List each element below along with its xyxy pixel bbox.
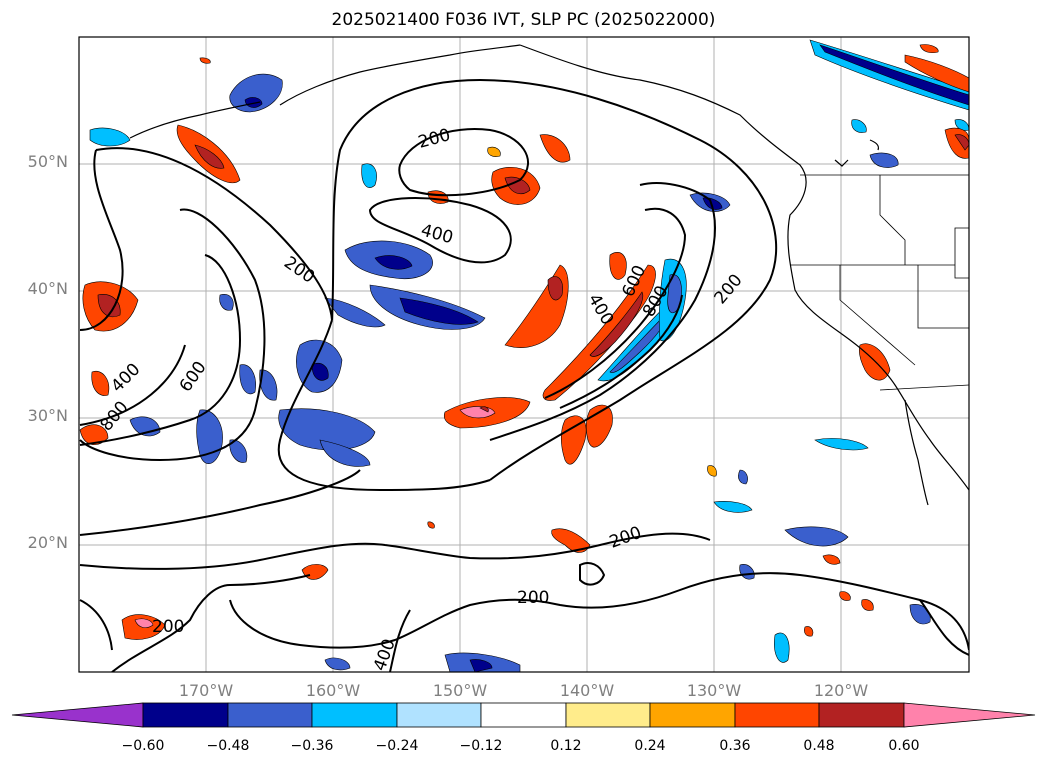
colorbar-tick-label: −0.60 — [121, 738, 165, 754]
map-title: 2025021400 F036 IVT, SLP PC (2025022000) — [331, 10, 716, 30]
lat-label: 50°N — [27, 152, 68, 171]
colorbar-tick-label: 0.48 — [803, 738, 835, 754]
colorbar-segment — [565, 702, 651, 728]
colorbar-tick-label: −0.24 — [375, 738, 419, 754]
colorbar-segment — [142, 702, 229, 728]
contour-label: 200 — [517, 588, 549, 608]
map-border — [78, 36, 970, 673]
boundaries — [790, 174, 969, 391]
colorbar-extend-high — [903, 702, 1036, 728]
coastlines — [129, 44, 969, 506]
ivt-negative-patches — [89, 39, 969, 672]
colorbar-segment — [649, 702, 736, 728]
slp-contours — [79, 78, 969, 672]
colorbar-segment — [396, 702, 482, 728]
colorbar-tick-label: 0.60 — [888, 738, 920, 754]
lon-label: 150°W — [432, 681, 488, 700]
colorbar — [11, 702, 1036, 728]
colorbar-tick-label: 0.12 — [550, 738, 582, 754]
ivt-positive-patches — [79, 44, 969, 640]
colorbar-segment — [480, 702, 567, 728]
lon-label: 130°W — [686, 681, 742, 700]
colorbar-segment — [311, 702, 398, 728]
colorbar-tick-label: −0.36 — [290, 738, 334, 754]
lon-label: 120°W — [813, 681, 869, 700]
lon-label: 140°W — [559, 681, 615, 700]
lat-label: 40°N — [27, 279, 68, 298]
contour-label: 200 — [152, 617, 184, 637]
map-area — [79, 37, 969, 672]
colorbar-tick-label: −0.48 — [206, 738, 250, 754]
lat-label: 20°N — [27, 533, 68, 552]
lon-label: 170°W — [178, 681, 234, 700]
colorbar-segment — [227, 702, 313, 728]
colorbar-segment — [734, 702, 820, 728]
colorbar-tick-label: 0.24 — [634, 738, 666, 754]
colorbar-segment — [818, 702, 905, 728]
colorbar-tick-label: 0.36 — [719, 738, 751, 754]
lon-label: 160°W — [305, 681, 361, 700]
colorbar-extend-low — [11, 702, 144, 728]
colorbar-tick-label: −0.12 — [459, 738, 503, 754]
lat-label: 30°N — [27, 406, 68, 425]
